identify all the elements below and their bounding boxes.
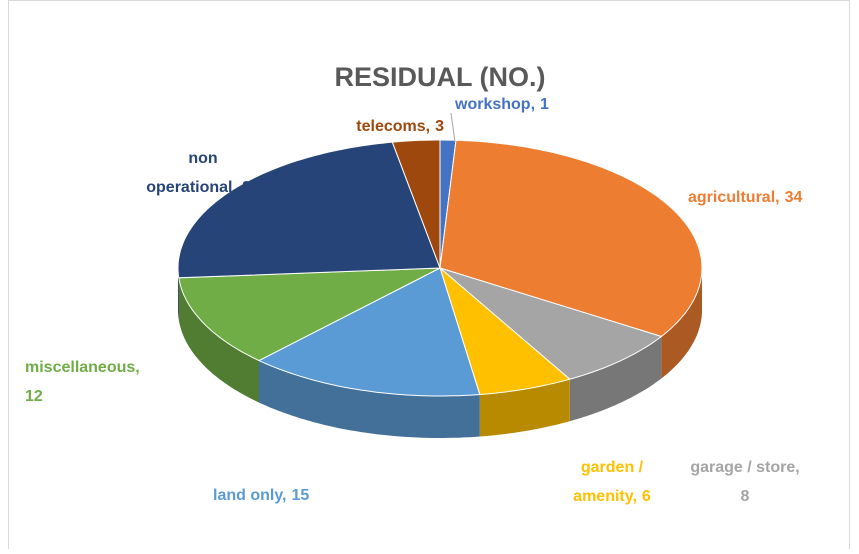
data-label: miscellaneous, 12 xyxy=(25,359,140,405)
slice xyxy=(178,267,441,362)
data-label: land only, 15 xyxy=(213,487,309,504)
data-label: agricultural, 34 xyxy=(688,189,802,206)
slice xyxy=(391,139,441,269)
label-value: 6 xyxy=(642,488,651,505)
slice xyxy=(439,267,663,380)
label-value: 15 xyxy=(291,487,309,504)
slice-side xyxy=(178,268,179,320)
data-label: garden / amenity, 6 xyxy=(573,459,651,505)
label-value: 12 xyxy=(25,388,43,405)
slice-side xyxy=(661,268,702,379)
pie-sides xyxy=(178,268,702,438)
slice-side xyxy=(479,379,570,437)
label-value: 24 xyxy=(242,179,260,196)
label-category: garden / xyxy=(581,459,644,476)
leader-line xyxy=(450,112,456,143)
label-value: 34 xyxy=(785,189,803,206)
data-label: telecoms, 3 xyxy=(356,118,444,135)
label-category: non xyxy=(188,150,217,167)
slice xyxy=(177,141,441,279)
label-value: 3 xyxy=(435,118,444,135)
label-category: workshop, xyxy=(454,96,535,113)
label-category: operational, xyxy=(146,179,237,196)
slice-side xyxy=(569,336,662,422)
data-label: workshop, 1 xyxy=(454,96,549,113)
label-category: garage / store, xyxy=(690,459,799,476)
pie-tops xyxy=(177,139,703,397)
label-category: miscellaneous, xyxy=(25,359,140,376)
label-category: agricultural, xyxy=(688,189,780,206)
label-category: land only, xyxy=(213,487,286,504)
chart-title: RESIDUAL (NO.) xyxy=(334,62,545,92)
slice xyxy=(438,266,571,396)
label-value: 8 xyxy=(741,488,750,505)
data-label: non operational, 24 xyxy=(146,150,260,196)
label-category: amenity, xyxy=(573,488,637,505)
slice xyxy=(439,139,703,338)
slice-side xyxy=(259,360,480,438)
data-label: garage / store, 8 xyxy=(690,459,799,505)
slice xyxy=(257,267,481,397)
label-category: telecoms, xyxy=(356,118,430,135)
slice-side xyxy=(178,277,259,403)
label-value: 1 xyxy=(540,96,549,113)
